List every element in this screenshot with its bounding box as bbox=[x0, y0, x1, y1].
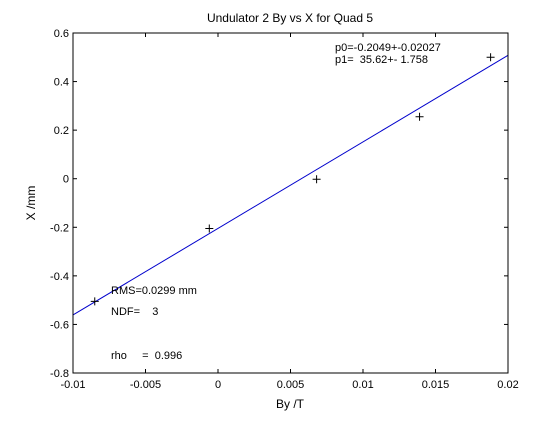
y-tick-label: 0 bbox=[63, 174, 69, 186]
data-point-2 bbox=[205, 224, 214, 233]
data-point-3 bbox=[312, 175, 321, 184]
data-point-4 bbox=[415, 112, 424, 121]
y-axis-label: X /mm bbox=[24, 186, 38, 221]
y-tick-label: -0.4 bbox=[50, 271, 69, 283]
data-point-1 bbox=[90, 297, 99, 306]
annotation-rho: rho = 0.996 bbox=[111, 350, 182, 362]
x-tick-label: -0.01 bbox=[60, 379, 85, 391]
data-point-5 bbox=[486, 53, 495, 62]
y-tick-label: 0.4 bbox=[54, 77, 69, 89]
x-tick-label: 0.01 bbox=[352, 379, 373, 391]
x-tick-label: -0.005 bbox=[130, 379, 161, 391]
y-axis: -0.8 -0.6 -0.4 -0.2 0 0.2 0.4 0.6 bbox=[50, 28, 508, 380]
x-tick-label: 0.015 bbox=[422, 379, 450, 391]
x-tick-label: 0.005 bbox=[277, 379, 305, 391]
y-tick-label: 0.6 bbox=[54, 28, 69, 40]
y-tick-label: -0.2 bbox=[50, 222, 69, 234]
y-tick-label: -0.6 bbox=[50, 319, 69, 331]
annotation-rms: RMS=0.0299 mm bbox=[111, 285, 197, 297]
fit-line bbox=[72, 54, 509, 316]
y-tick-label: 0.2 bbox=[54, 125, 69, 137]
annotation-p0: p0=-0.2049+-0.02027 bbox=[335, 42, 441, 54]
x-tick-label: 0.02 bbox=[497, 379, 518, 391]
annotation-ndf: NDF= 3 bbox=[111, 306, 158, 318]
y-tick-label: -0.8 bbox=[50, 368, 69, 380]
fit-layer bbox=[72, 54, 509, 316]
plot-area bbox=[73, 33, 508, 373]
annotation-p1: p1= 35.62+- 1.758 bbox=[335, 54, 428, 66]
x-tick-label: 0 bbox=[215, 379, 221, 391]
x-axis-label: By /T bbox=[276, 397, 305, 411]
points-layer bbox=[90, 53, 495, 306]
x-axis: -0.01 -0.005 0 0.005 0.01 0.015 0.02 bbox=[60, 33, 519, 391]
chart-title: Undulator 2 By vs X for Quad 5 bbox=[207, 11, 373, 25]
